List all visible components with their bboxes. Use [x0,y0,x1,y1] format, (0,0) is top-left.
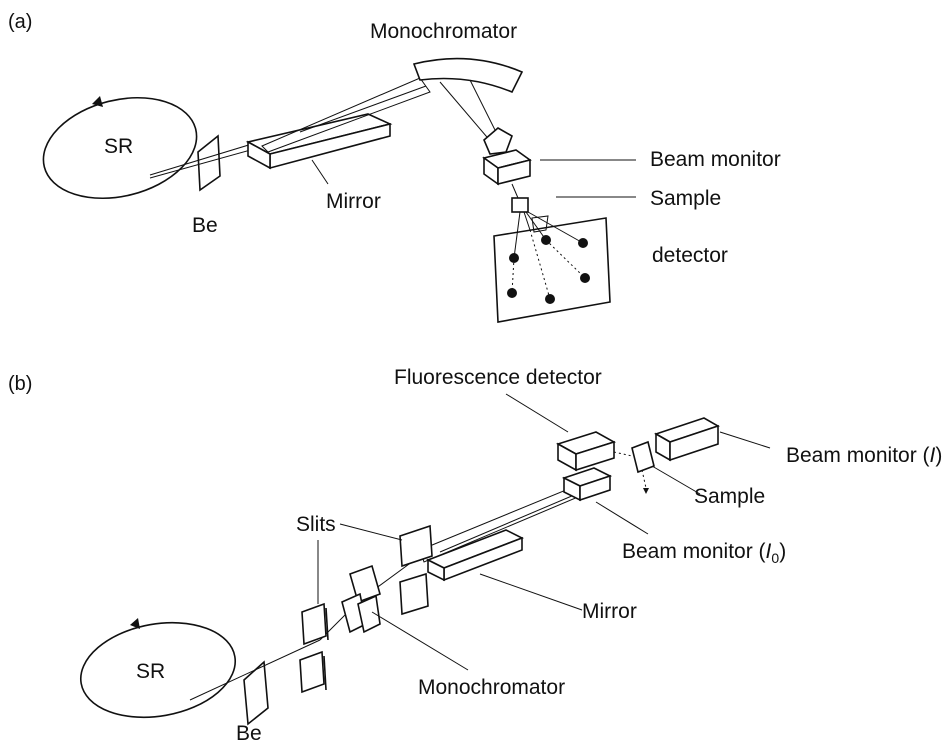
slits-2-b [399,524,433,616]
cone-a [483,127,513,155]
panel-a: (a) SR Be Mirror Monochromator [8,11,781,323]
beam-monitor-i0-var: I [766,540,772,563]
panel-b-tag: (b) [8,373,32,395]
sample-label-b: Sample [694,485,765,508]
monochromator-label-b: Monochromator [418,676,565,699]
beam-sr-to-mirror-a-2 [149,145,266,179]
beam-monitor-label-a: Beam monitor [650,148,781,171]
leader-sample-b [651,465,701,495]
monochromator-label-a: Monochromator [370,20,517,43]
beam-monitor-i0-suffix: ) [779,540,786,563]
leader-slits-2-b [339,523,403,541]
slits-1-b [299,602,329,694]
be-label-b: Be [236,722,262,745]
leader-mirror-a [311,159,329,185]
sr-ring-b [79,621,237,719]
beam-monitor-a [482,149,532,186]
detector-label-a: detector [652,244,728,267]
beam-monitor-i-var: I [930,444,936,467]
sr-label-a: SR [104,135,133,158]
slits-label-b: Slits [296,513,336,536]
beam-monitor-i0-b [561,467,613,502]
beam-monitor-i0-label-b: Beam monitor (I0) [622,540,786,566]
beam-monitor-i-prefix: Beam monitor ( [786,444,930,467]
leader-beam-monitor-i-b [719,431,771,449]
leader-mirror-b [479,573,583,611]
be-window-b [243,660,269,726]
beam-to-sample-a [511,183,519,199]
sample-label-a: Sample [650,187,721,210]
mirror-label-a: Mirror [326,190,381,213]
beam-monitor-i-label-b: Beam monitor (I) [786,444,942,467]
beam-monitor-i0-sub: 0 [771,550,779,566]
fluorescence-detector-label-b: Fluorescence detector [394,366,602,389]
fluorescence-detector-b [555,431,617,472]
mirror-label-b: Mirror [582,600,637,623]
leader-monochromator-b [371,611,469,671]
panel-a-tag: (a) [8,11,32,33]
sr-ring-a [42,96,198,200]
leader-fluorescence-detector-b [505,393,569,433]
sr-label-b: SR [136,660,165,683]
beam-monitor-i-b [654,417,720,462]
sample-a [511,197,529,213]
be-label-a: Be [192,214,218,237]
sr-direction-arrow-a [92,96,103,107]
leader-beam-monitor-i0-b [595,501,649,535]
detector-plate-a [493,217,611,323]
panel-b: (b) SR Be Sli [8,366,942,745]
sample-b [613,440,655,494]
beam-monitor-i0-prefix: Beam monitor ( [622,540,766,563]
be-window-a [197,134,221,192]
beam-sr-to-mirror-a [149,139,266,176]
diffraction-spots-a [507,235,590,304]
sr-direction-arrow-b [130,618,140,629]
beam-to-monochromator-a-ray [299,85,427,133]
diffracted-beams-a [511,211,586,300]
mirror-b [426,529,524,582]
monochromator-crystal-a [412,57,524,94]
mirror-a [245,113,393,170]
beam-monitor-i-suffix: ) [935,444,942,467]
beam-to-monochromator-a [261,77,431,153]
beam-sr-to-slits-b [189,639,321,701]
monochromator-b [341,564,381,634]
